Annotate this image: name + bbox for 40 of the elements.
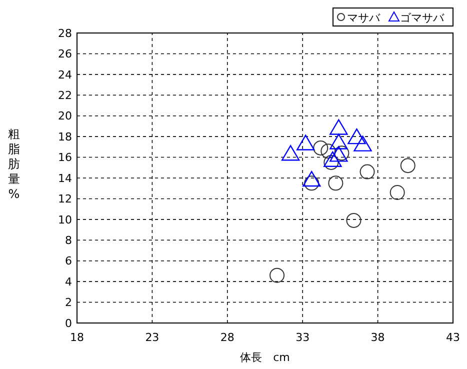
y-tick-label: 20 <box>58 110 72 123</box>
y-tick-label: 8 <box>65 234 72 247</box>
legend-label: ゴマサバ <box>400 12 445 24</box>
point <box>296 134 315 150</box>
x-axis-title: 体長 cm <box>240 351 290 364</box>
point <box>270 268 285 283</box>
y-tick-label: 16 <box>58 151 72 164</box>
point <box>400 158 416 174</box>
y-tick-label: 26 <box>58 48 72 61</box>
point <box>348 128 366 144</box>
y-axis-title: 粗脂肪量% <box>8 127 20 201</box>
point <box>281 145 300 161</box>
y-tick-label: 22 <box>58 88 72 102</box>
point <box>324 151 342 167</box>
x-tick-label: 23 <box>145 331 160 344</box>
y-tick-label: 4 <box>65 275 72 288</box>
y-tick-label: 12 <box>58 192 72 206</box>
point <box>302 170 321 187</box>
legend-label: マサバ <box>347 12 381 24</box>
x-tick-label: 43 <box>446 331 460 344</box>
y-tick-label: 28 <box>58 26 72 40</box>
y-tick-label: 0 <box>65 316 72 330</box>
point <box>328 176 344 191</box>
point <box>360 164 375 180</box>
x-tick-label: 33 <box>296 331 310 344</box>
y-tick-label: 10 <box>58 213 72 226</box>
y-tick-label: 14 <box>58 172 72 185</box>
x-tick-label: 28 <box>220 331 234 344</box>
point <box>330 134 348 150</box>
point <box>330 119 348 135</box>
y-tick-label: 2 <box>65 296 72 310</box>
point <box>330 146 348 162</box>
y-tick-label: 18 <box>58 130 72 144</box>
point <box>313 140 328 156</box>
x-tick-label: 38 <box>370 331 385 344</box>
y-tick-label: 6 <box>65 254 72 268</box>
point <box>354 136 372 152</box>
y-tick-label: 24 <box>58 68 72 82</box>
point <box>390 185 405 200</box>
point <box>346 212 362 228</box>
